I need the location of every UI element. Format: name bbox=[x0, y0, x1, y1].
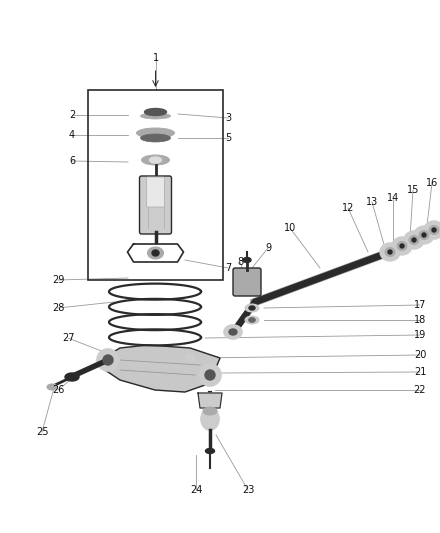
Ellipse shape bbox=[419, 230, 429, 239]
Ellipse shape bbox=[147, 247, 164, 259]
Ellipse shape bbox=[199, 364, 221, 386]
Ellipse shape bbox=[243, 257, 251, 262]
Ellipse shape bbox=[97, 349, 119, 371]
Ellipse shape bbox=[205, 370, 215, 380]
Text: 28: 28 bbox=[52, 303, 64, 313]
Ellipse shape bbox=[245, 316, 259, 324]
Ellipse shape bbox=[140, 113, 171, 119]
Text: 25: 25 bbox=[36, 427, 48, 437]
Ellipse shape bbox=[140, 134, 171, 142]
Ellipse shape bbox=[245, 304, 259, 312]
Text: 29: 29 bbox=[52, 275, 64, 285]
Ellipse shape bbox=[249, 306, 255, 310]
Ellipse shape bbox=[422, 233, 426, 237]
Ellipse shape bbox=[397, 241, 407, 251]
FancyBboxPatch shape bbox=[139, 176, 172, 234]
Text: 20: 20 bbox=[414, 350, 426, 360]
Ellipse shape bbox=[150, 157, 161, 163]
Text: 22: 22 bbox=[414, 385, 426, 395]
Text: 15: 15 bbox=[407, 185, 419, 195]
Ellipse shape bbox=[142, 155, 169, 165]
Text: 17: 17 bbox=[414, 300, 426, 310]
Text: 13: 13 bbox=[366, 197, 378, 207]
Text: 1: 1 bbox=[153, 53, 159, 63]
Bar bbox=[88, 90, 223, 280]
Ellipse shape bbox=[380, 243, 400, 261]
Ellipse shape bbox=[388, 250, 392, 254]
Ellipse shape bbox=[412, 238, 416, 242]
Text: 5: 5 bbox=[225, 133, 231, 143]
Ellipse shape bbox=[400, 244, 404, 248]
Ellipse shape bbox=[404, 231, 424, 249]
Ellipse shape bbox=[136, 128, 175, 138]
Ellipse shape bbox=[385, 247, 395, 256]
Text: 3: 3 bbox=[225, 113, 231, 123]
Ellipse shape bbox=[392, 237, 412, 255]
Text: 6: 6 bbox=[69, 156, 75, 166]
Ellipse shape bbox=[201, 408, 219, 430]
Ellipse shape bbox=[429, 225, 439, 235]
Ellipse shape bbox=[224, 325, 242, 339]
Ellipse shape bbox=[409, 236, 419, 245]
Text: 12: 12 bbox=[342, 203, 354, 213]
Ellipse shape bbox=[205, 448, 215, 454]
Ellipse shape bbox=[249, 318, 256, 322]
Ellipse shape bbox=[203, 407, 217, 415]
Text: 23: 23 bbox=[242, 485, 254, 495]
Ellipse shape bbox=[414, 226, 434, 244]
Polygon shape bbox=[105, 345, 220, 392]
Text: 24: 24 bbox=[190, 485, 202, 495]
Text: 7: 7 bbox=[225, 263, 231, 273]
Polygon shape bbox=[198, 393, 222, 408]
Ellipse shape bbox=[424, 221, 440, 239]
Ellipse shape bbox=[229, 329, 237, 335]
Text: 27: 27 bbox=[62, 333, 74, 343]
Ellipse shape bbox=[432, 228, 436, 232]
Text: 19: 19 bbox=[414, 330, 426, 340]
Text: 9: 9 bbox=[265, 243, 271, 253]
Ellipse shape bbox=[144, 109, 166, 116]
Text: 2: 2 bbox=[69, 110, 75, 120]
FancyBboxPatch shape bbox=[233, 268, 261, 296]
Ellipse shape bbox=[47, 384, 57, 390]
Text: 8: 8 bbox=[237, 257, 243, 267]
Text: 18: 18 bbox=[414, 315, 426, 325]
FancyBboxPatch shape bbox=[147, 177, 165, 207]
Ellipse shape bbox=[152, 250, 159, 256]
Text: 4: 4 bbox=[69, 130, 75, 140]
Text: 16: 16 bbox=[426, 178, 438, 188]
Text: 10: 10 bbox=[284, 223, 296, 233]
Ellipse shape bbox=[65, 373, 79, 381]
Ellipse shape bbox=[103, 355, 113, 365]
Text: 26: 26 bbox=[52, 385, 64, 395]
Ellipse shape bbox=[185, 354, 195, 362]
Text: 14: 14 bbox=[387, 193, 399, 203]
Text: 21: 21 bbox=[414, 367, 426, 377]
